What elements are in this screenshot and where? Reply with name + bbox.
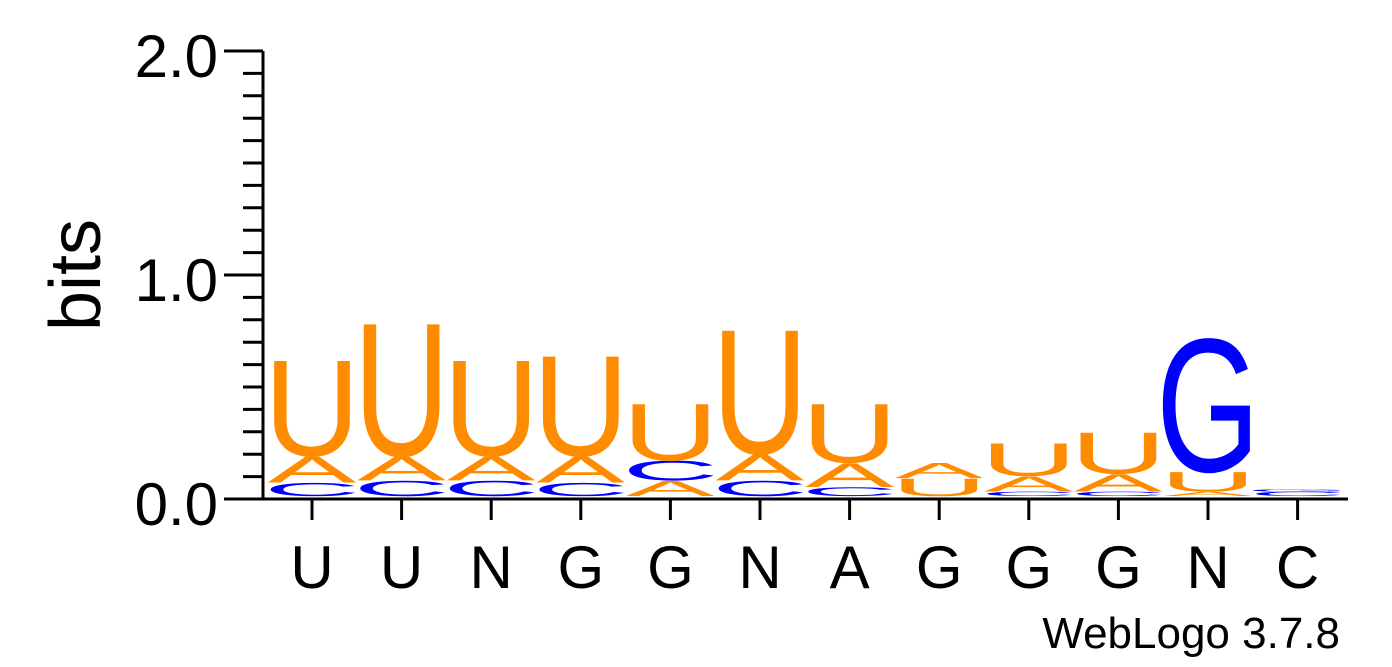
y-tick-label: 2.0 — [135, 23, 218, 90]
logo-letter-a: A — [357, 449, 446, 488]
logo-letter-a: A — [536, 448, 626, 490]
logo-letter-c: C — [443, 477, 539, 501]
y-tick-label: 0.0 — [135, 471, 218, 538]
x-tick-label: A — [830, 534, 870, 601]
logo-letter-a: A — [447, 449, 536, 488]
logo-letter-a: A — [268, 448, 358, 490]
logo-letter-u: U — [533, 326, 629, 487]
logo-letter-a: A — [716, 446, 806, 488]
logo-letter-u: U — [1160, 466, 1256, 497]
x-tick-label: U — [380, 534, 423, 601]
logo-letter-u: U — [353, 283, 449, 496]
logo-letter-u: U — [891, 474, 987, 502]
letter-stack: CAU — [801, 386, 897, 499]
logo-letter-a: A — [626, 477, 715, 501]
letter-stack: CAU — [264, 331, 360, 500]
x-tick-label: N — [738, 534, 781, 601]
x-tick-label: N — [1186, 534, 1229, 601]
letter-stack: CAU — [533, 326, 629, 500]
x-tick-label: G — [557, 534, 604, 601]
logo-letter-a: A — [1164, 490, 1253, 497]
letter-stack: CG — [1246, 489, 1350, 498]
y-axis-label: bits — [36, 219, 116, 331]
logo-letter-u: U — [981, 434, 1077, 486]
logo-letter-c: C — [801, 485, 897, 499]
logo-letter-a: A — [1074, 469, 1163, 497]
x-tick-label: U — [290, 534, 333, 601]
letter-stack: CAU — [353, 283, 449, 501]
x-tick-label: C — [1276, 534, 1319, 601]
logo-letter-u: U — [264, 331, 360, 485]
letter-stack: UA — [891, 459, 987, 502]
logo-letter-c: C — [1070, 490, 1166, 497]
letter-stack: CAU — [1070, 420, 1166, 497]
credit-label: WebLogo 3.7.8 — [1042, 609, 1340, 658]
letter-stack: CAU — [443, 331, 539, 501]
logo-letter-u: U — [712, 293, 808, 492]
logo-letter-a: A — [895, 459, 984, 483]
logo-letter-u: U — [622, 387, 718, 478]
x-tick-label: G — [647, 534, 694, 601]
logo-letter-c: C — [981, 490, 1077, 497]
logo-letter-u: U — [443, 331, 539, 485]
x-tick-label: G — [1095, 534, 1142, 601]
x-tick-label: N — [470, 534, 513, 601]
logo-letter-c: C — [353, 477, 449, 501]
logo-letter-a: A — [805, 456, 894, 495]
logo-letter-c: C — [622, 455, 718, 486]
logo-letter-a: A — [984, 472, 1073, 496]
logo-letter-u: U — [801, 386, 897, 481]
logo-letter-c: C — [533, 479, 629, 500]
logo-letter-c: C — [264, 479, 360, 500]
logo-letter-c: C — [1249, 490, 1345, 497]
y-tick-label: 1.0 — [135, 247, 218, 314]
letter-stack: CAU — [981, 434, 1077, 497]
letter-stack: CAU — [712, 293, 808, 501]
logo-letter-g: G — [1156, 299, 1260, 512]
logo-letter-u: U — [1070, 420, 1166, 486]
x-tick-label: G — [1005, 534, 1052, 601]
x-tick-label: G — [916, 534, 963, 601]
logo-letter-c: C — [712, 477, 808, 501]
y-axis: 0.0 1.0 2.0 — [135, 23, 265, 538]
letter-stack: ACU — [622, 387, 718, 501]
logo-letter-g: G — [1246, 489, 1350, 492]
letter-stack: AUG — [1156, 299, 1260, 512]
